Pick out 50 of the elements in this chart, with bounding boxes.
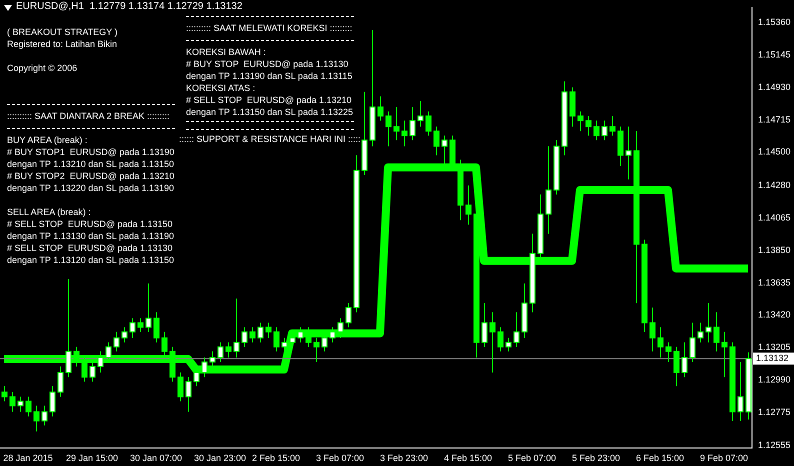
x-tick-label: 4 Feb 15:00 [444,452,492,463]
y-tick-label: 1.15360 [758,16,791,27]
y-tick-label: 1.13205 [758,342,791,352]
chart-title: EURUSD@,H1 1.12779 1.13174 1.12729 1.13132 [16,1,242,13]
x-tick-label: 5 Feb 23:00 [572,452,620,463]
y-tick-label: 1.14930 [758,82,791,92]
annotation: # SELL STOP EURUSD@ pada 1.13130 [7,242,173,254]
annotation: BUY AREA (break) : [7,134,88,146]
x-tick-label: 9 Feb 07:00 [700,452,748,463]
y-tick-label: 1.13850 [758,244,791,255]
annotation: Copyright © 2006 [7,62,78,74]
annotation: :::::: SUPPORT & RESISTANCE HARI INI ::::: [179,133,361,145]
y-tick-label: 1.12990 [758,374,791,385]
annotation: dengan TP 1.13150 dan SL pada 1.13225 [186,106,353,118]
annotation: # BUY STOP EURUSD@ pada 1.13130 [186,58,348,70]
x-tick-label: 29 Jan 15:00 [66,452,118,463]
x-tick-label: 2 Feb 15:00 [252,452,300,463]
annotation: # BUY STOP2 EURUSD@ pada 1.13210 [7,170,174,182]
annotation: :::::::::: SAAT DIANTARA 2 BREAK ::::::::: [7,110,170,122]
y-tick-label: 1.14280 [758,180,791,190]
annotation: KOREKSI ATAS : [186,82,256,94]
y-tick-label: 1.13420 [758,310,791,320]
annotation: ( BREAKOUT STRATEGY ) [7,26,118,38]
annotation: # BUY STOP1 EURUSD@ pada 1.13190 [7,146,174,158]
annotation: # SELL STOP EURUSD@ pada 1.13150 [7,218,173,230]
x-tick-label: 30 Jan 23:00 [194,452,246,463]
y-tick-label: 1.13635 [758,277,791,288]
annotation: # SELL STOP EURUSD@ pada 1.13210 [186,94,352,106]
y-tick-label: 1.14065 [758,212,791,222]
x-tick-label: 30 Jan 07:00 [130,452,182,463]
x-tick-label: 5 Feb 07:00 [508,452,556,463]
annotation: SELL AREA (break) : [7,206,91,218]
annotation: dengan TP 1.13220 dan SL pada 1.13190 [7,182,174,194]
ref-line-label: 1.13132 [756,353,789,364]
x-tick-label: 6 Feb 15:00 [636,452,684,463]
y-tick-label: 1.14500 [758,146,791,157]
annotation: Registered to: Latihan Bikin [7,38,118,50]
x-tick-label: 3 Feb 07:00 [316,452,364,463]
annotation: dengan TP 1.13210 dan SL pada 1.13150 [7,158,174,170]
y-tick-label: 1.12775 [758,407,791,418]
y-tick-label: 1.15145 [758,49,791,60]
annotation: :::::::::: SAAT MELEWATI KOREKSI ::::::::: [186,22,352,34]
annotation: dengan TP 1.13120 dan SL pada 1.13150 [7,254,174,266]
y-tick-label: 1.14715 [758,114,791,124]
y-tick-label: 1.12555 [758,440,791,450]
annotation: KOREKSI BAWAH : [186,46,266,58]
x-tick-label: 3 Feb 23:00 [380,452,428,463]
annotation: dengan TP 1.13190 dan SL pada 1.13115 [186,70,352,82]
annotation: dengan TP 1.13130 dan SL pada 1.13190 [7,230,174,242]
x-tick-label: 28 Jan 2015 [3,452,53,463]
